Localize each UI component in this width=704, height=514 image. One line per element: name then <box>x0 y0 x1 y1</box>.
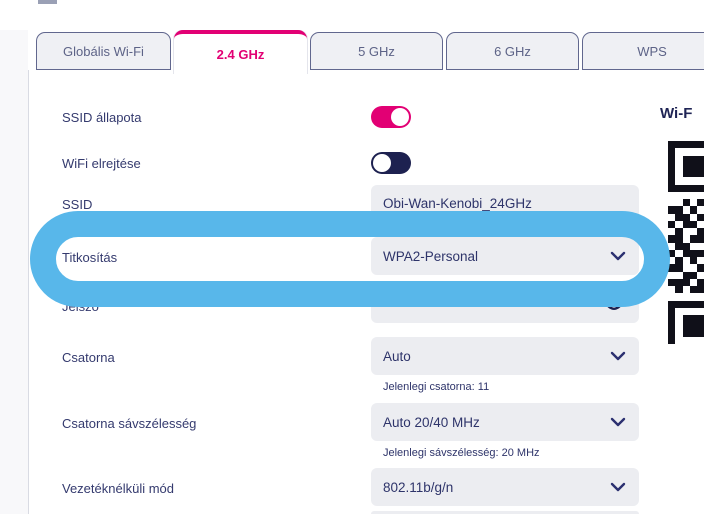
chevron-down-icon <box>610 482 626 492</box>
show-password-eye-icon[interactable] <box>603 293 625 315</box>
chevron-down-icon <box>610 251 626 261</box>
current-channel-helper: Jelenlegi csatorna: 11 <box>383 381 490 393</box>
hide-wifi-toggle[interactable] <box>371 152 411 174</box>
hide-wifi-label: WiFi elrejtése <box>62 156 141 171</box>
ssid-state-toggle[interactable] <box>371 106 411 128</box>
toggle-knob <box>391 108 409 126</box>
bandwidth-label: Csatorna sávszélesség <box>62 416 197 431</box>
current-bandwidth-helper: Jelenlegi sávszélesség: 20 MHz <box>383 447 540 459</box>
tab-wps[interactable]: WPS <box>582 32 704 70</box>
tab-globalis-wifi[interactable]: Globális Wi-Fi <box>36 32 171 70</box>
encryption-select[interactable]: WPA2-Personal <box>371 237 639 275</box>
tab-label: 6 GHz <box>494 43 531 59</box>
channel-label: Csatorna <box>62 350 115 365</box>
tab-6-ghz[interactable]: 6 GHz <box>446 32 579 70</box>
encryption-value: WPA2-Personal <box>383 248 479 264</box>
chevron-down-icon <box>610 417 626 427</box>
wireless-mode-select[interactable]: 802.11b/g/n <box>371 468 639 506</box>
tab-label: 5 GHz <box>358 43 395 59</box>
left-gutter <box>0 30 28 514</box>
top-divider-mark <box>38 0 57 4</box>
wireless-mode-value: 802.11b/g/n <box>383 479 454 495</box>
password-label: Jelszó <box>62 299 99 314</box>
tab-2-4-ghz[interactable]: 2.4 GHz <box>174 30 307 74</box>
wifi-qr-heading: Wi-F <box>660 105 693 122</box>
ssid-input[interactable] <box>371 185 639 223</box>
password-dots: •••••••••••••• <box>383 299 470 309</box>
qr-code <box>668 141 704 344</box>
bandwidth-select[interactable]: Auto 20/40 MHz <box>371 403 639 441</box>
tab-label: Globális Wi-Fi <box>63 43 144 59</box>
bandwidth-value: Auto 20/40 MHz <box>383 414 480 430</box>
next-field-edge <box>371 511 639 514</box>
panel-left-border <box>28 70 29 514</box>
encryption-label: Titkosítás <box>62 250 118 265</box>
tab-5-ghz[interactable]: 5 GHz <box>310 32 443 70</box>
chevron-down-icon <box>610 351 626 361</box>
channel-value: Auto <box>383 348 411 364</box>
password-input[interactable]: •••••••••••••• <box>371 285 639 323</box>
tab-label: WPS <box>637 43 667 59</box>
toggle-knob <box>373 154 391 172</box>
tab-label: 2.4 GHz <box>216 46 265 62</box>
ssid-label: SSID <box>62 197 93 212</box>
wireless-mode-label: Vezetéknélküli mód <box>62 481 175 496</box>
channel-select[interactable]: Auto <box>371 337 639 375</box>
ssid-state-label: SSID állapota <box>62 110 142 125</box>
